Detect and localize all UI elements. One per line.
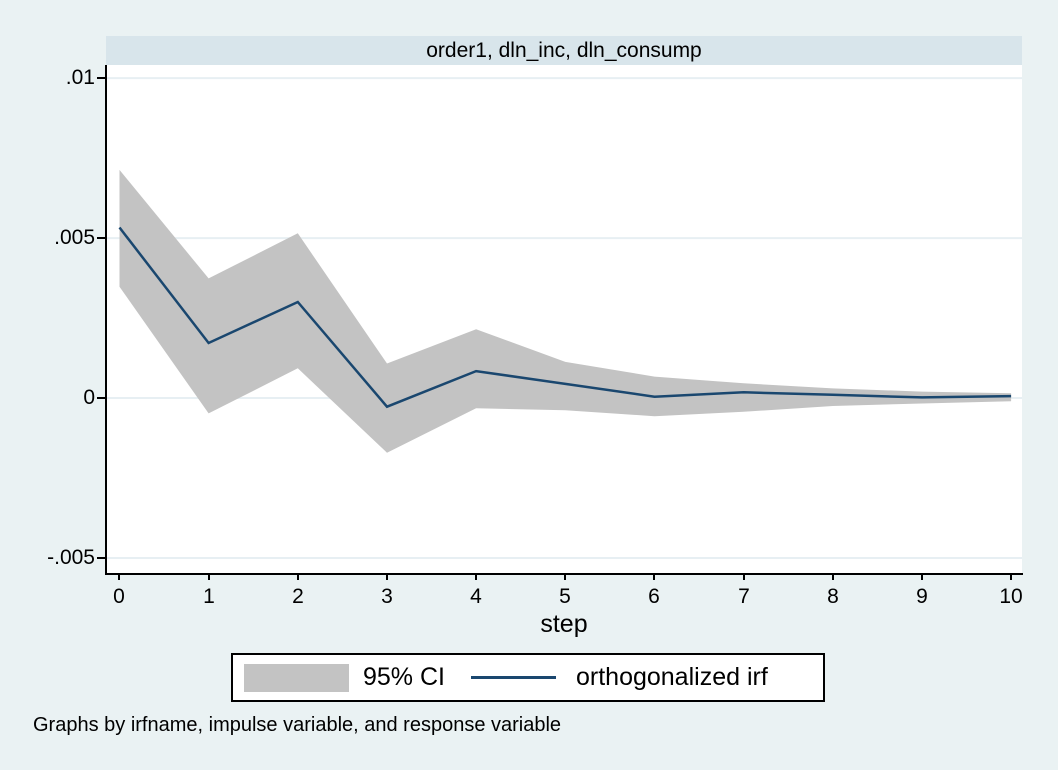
y-tick-label: 0 [83,386,95,409]
y-tick-label: -.005 [47,546,95,569]
y-tick-mark [97,397,105,399]
y-tick-mark [97,237,105,239]
y-tick-mark [97,557,105,559]
irf-legend-label: orthogonalized irf [575,663,768,691]
x-tick-mark [653,573,655,580]
x-tick-label: 5 [559,585,571,608]
plot-title: order1, dln_inc, dln_consump [426,39,702,62]
x-tick-mark [921,573,923,580]
x-tick-mark [832,573,834,580]
x-tick-mark [743,573,745,580]
ci-band-swatch [244,663,349,692]
x-tick-mark [297,573,299,580]
x-tick-label: 8 [827,585,839,608]
irf-line [118,226,1012,409]
irf-line-swatch [470,676,556,679]
legend: 95% CI orthogonalized irf [231,653,825,702]
x-axis-title: step [540,610,588,638]
x-tick-mark [564,573,566,580]
x-tick-label: 6 [648,585,660,608]
x-tick-label: 1 [203,585,215,608]
x-tick-mark [208,573,210,580]
x-tick-label: 10 [999,585,1023,608]
y-tick-label: .01 [65,66,95,89]
x-tick-label: 0 [113,585,125,608]
ci-legend-label: 95% CI [363,663,445,691]
y-tick-label: .005 [54,226,95,249]
y-tick-mark [97,77,105,79]
x-tick-label: 4 [470,585,482,608]
x-tick-mark [1010,573,1012,580]
x-tick-mark [475,573,477,580]
plot-title-band: order1, dln_inc, dln_consump [106,36,1022,65]
x-tick-label: 7 [738,585,750,608]
x-tick-mark [386,573,388,580]
x-tick-label: 9 [916,585,928,608]
ci-band [119,169,1012,453]
x-tick-mark [118,573,120,580]
x-tick-label: 2 [292,585,304,608]
by-graph-caption: Graphs by irfname, impulse variable, and… [33,714,562,736]
y-axis-line [105,65,107,575]
x-tick-label: 3 [381,585,393,608]
irf-chart [106,77,1022,559]
plot-area [106,65,1022,573]
